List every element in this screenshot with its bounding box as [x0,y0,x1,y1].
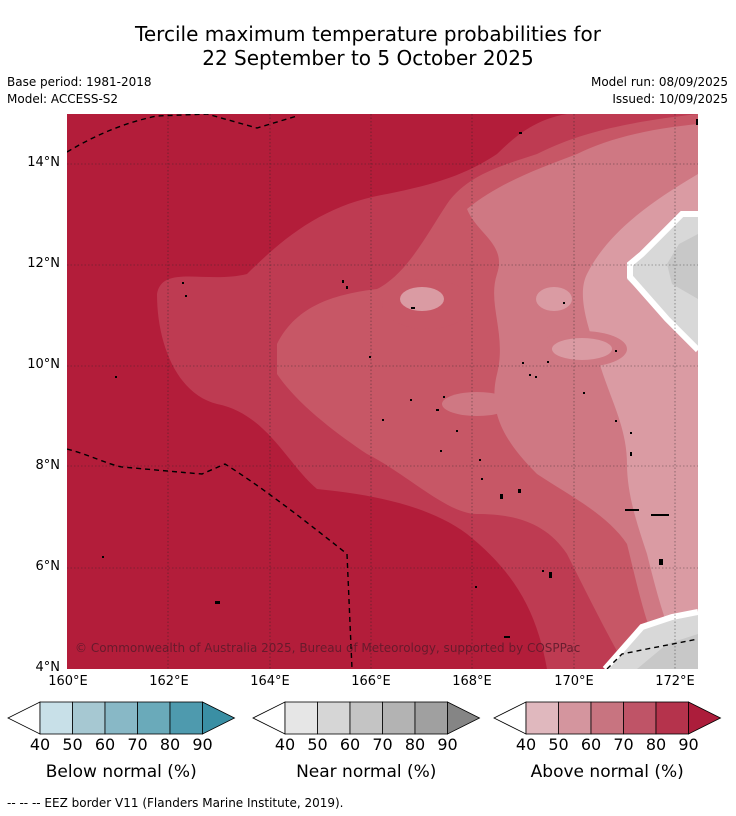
near-colorbar-segment [284,701,318,735]
near-colorbar-tick: 60 [339,735,361,754]
near-colorbar-tick: 50 [307,735,328,754]
near-colorbar-left-arrow [252,701,286,735]
below-colorbar-segment [72,701,106,735]
below-colorbar-segment [169,701,203,735]
lat-tick-14: 14°N [27,155,60,170]
above-colorbar-tick: 50 [548,735,569,754]
above-colorbar-tick: 90 [678,735,699,754]
boundary-white-top [627,211,698,353]
lat-tick-10: 10°N [27,357,60,372]
region-near-normal-bottom-inner [637,634,698,669]
near-colorbar-tick: 70 [372,735,393,754]
below-colorbar-left-arrow [7,701,41,735]
model-run: Model run: 08/09/2025 [590,75,728,89]
near-colorbar-segment [382,701,416,735]
below-colorbar-tick: 70 [127,735,148,754]
meta-right: Model run: 08/09/2025 Issued: 10/09/2025 [591,74,728,108]
lat-tick-8: 8°N [35,458,61,473]
near-colorbar-tick: 80 [404,735,426,754]
copyright-notice: © Commonwealth of Australia 2025, Bureau… [75,641,581,655]
above-colorbar-tick: 80 [645,735,667,754]
patch-above-60-d [536,287,572,311]
lon-tick-170: 170°E [554,674,594,689]
above-colorbar-tick: 70 [613,735,634,754]
near-colorbar-segment [414,701,448,735]
eez-footnote: -- -- -- EEZ border V11 (Flanders Marine… [7,796,344,810]
lon-tick-160: 160°E [48,674,88,689]
colorbars [7,701,722,735]
above-colorbar-segment [525,701,559,735]
lon-tick-172: 172°E [655,674,695,689]
near-colorbar-right-arrow [447,701,481,735]
above-colorbar-tick: 40 [515,735,537,754]
near-colorbar-segment [317,701,351,735]
below-colorbar-tick: 60 [94,735,116,754]
lon-tick-162: 162°E [149,674,189,689]
map-title: Tercile maximum temperature probabilitie… [0,22,736,70]
below-colorbar-segment [137,701,171,735]
above-colorbar-left-arrow [493,701,527,735]
lon-tick-168: 168°E [452,674,492,689]
base-period: Base period: 1981-2018 [7,75,152,89]
above-colorbar-right-arrow [688,701,722,735]
patch-above-60-a [400,287,444,311]
islands [102,119,698,638]
above-colorbar-segment [558,701,592,735]
below-colorbar-right-arrow [202,701,236,735]
near-colorbar-tick: 90 [437,735,458,754]
near-colorbar-tick: 40 [274,735,296,754]
near-colorbar-label: Near normal (%) [296,762,437,782]
above-colorbar-segment [655,701,689,735]
model-name: Model: ACCESS-S2 [7,92,119,106]
below-colorbar-segment [39,701,73,735]
lon-tick-166: 166°E [351,674,391,689]
above-colorbar-tick: 60 [580,735,602,754]
below-colorbar-label: Below normal (%) [45,762,197,782]
patch-above-60-b [442,392,512,416]
title-line-1: Tercile maximum temperature probabilitie… [135,22,601,46]
lon-tick-164: 164°E [250,674,290,689]
lat-tick-6: 6°N [35,559,61,574]
above-colorbar-label: Above normal (%) [530,762,684,782]
below-colorbar-segment [104,701,138,735]
below-colorbar-tick: 40 [29,735,51,754]
probability-map [67,114,698,669]
above-colorbar-segment [623,701,657,735]
below-colorbar-tick: 50 [62,735,83,754]
near-colorbar-segment [349,701,383,735]
lat-tick-12: 12°N [27,256,60,271]
gridlines [67,114,698,669]
title-line-2: 22 September to 5 October 2025 [202,46,534,70]
issued-date: Issued: 10/09/2025 [612,92,728,106]
lat-tick-4: 4°N [35,660,61,675]
eez-borders [67,114,698,669]
below-colorbar-tick: 90 [192,735,213,754]
patch-above-50-c [552,338,612,360]
above-colorbar-segment [590,701,624,735]
below-colorbar-tick: 80 [159,735,181,754]
meta-left: Base period: 1981-2018 Model: ACCESS-S2 [7,74,152,108]
boundary-white-bottom [602,609,698,669]
